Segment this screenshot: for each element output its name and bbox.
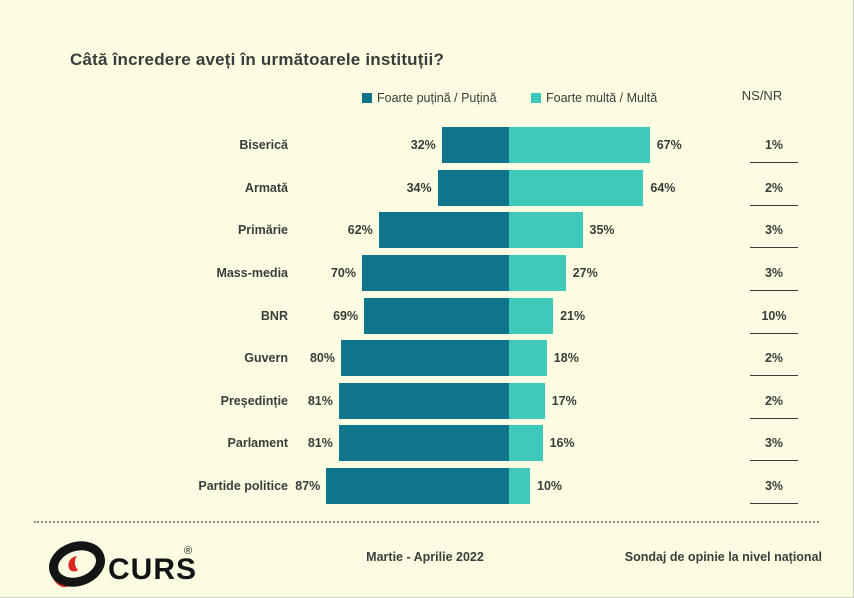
nsnr-underline — [750, 289, 798, 291]
positive-bar — [509, 297, 554, 334]
negative-bar — [338, 425, 509, 462]
positive-value-label: 35% — [589, 223, 615, 238]
nsnr-value: 10% — [761, 308, 787, 323]
positive-value-label: 10% — [537, 478, 563, 493]
negative-bar — [338, 382, 509, 419]
chart-row: Primărie 62% 35% 3% — [0, 212, 853, 249]
nsnr-value: 2% — [764, 351, 784, 366]
logo-black-ring — [49, 541, 105, 587]
positive-bar — [509, 425, 543, 462]
negative-bar — [341, 340, 509, 377]
negative-value-label: 69% — [333, 308, 359, 323]
nsnr-underline — [750, 460, 798, 462]
curs-logo: CURS ® — [46, 540, 196, 597]
nsnr-underline — [750, 162, 798, 164]
positive-bar — [509, 382, 545, 419]
nsnr-value: 3% — [764, 478, 784, 493]
positive-bar — [509, 467, 530, 504]
chart-row: Biserică 32% 67% 1% — [0, 127, 853, 164]
positive-value-label: 27% — [572, 265, 598, 280]
legend-swatch-positive-icon — [531, 93, 541, 103]
negative-bar — [364, 297, 509, 334]
negative-value-label: 81% — [307, 436, 333, 451]
nsnr-value: 3% — [764, 436, 784, 451]
chart-row: Președinție 81% 17% 2% — [0, 382, 853, 419]
category-label: Guvern — [244, 351, 288, 366]
legend-label-positive: Foarte multă / Multă — [546, 91, 658, 105]
positive-value-label: 18% — [553, 351, 579, 366]
positive-bar — [509, 169, 644, 206]
category-label: Parlament — [227, 436, 288, 451]
legend-swatch-negative-icon — [362, 93, 372, 103]
legend-label-negative: Foarte puțină / Puțină — [377, 91, 497, 105]
chart-area: Biserică 32% 67% 1% Armată 34% 64% 2% Primărie 62… — [0, 127, 853, 504]
chart-row: BNR 69% 21% 10% — [0, 297, 853, 334]
chart-row: Guvern 80% 18% 2% — [0, 340, 853, 377]
positive-value-label: 64% — [650, 180, 676, 195]
chart-row: Parlament 81% 16% 3% — [0, 425, 853, 462]
footer-period: Martie - Aprilie 2022 — [366, 550, 484, 564]
negative-bar — [441, 127, 509, 164]
positive-bar — [509, 254, 566, 291]
category-label: Partide politice — [198, 478, 288, 493]
nsnr-underline — [750, 332, 798, 334]
nsnr-value: 3% — [764, 265, 784, 280]
positive-value-label: 21% — [560, 308, 586, 323]
positive-value-label: 17% — [551, 393, 577, 408]
nsnr-value: 1% — [764, 138, 784, 153]
negative-value-label: 34% — [406, 180, 432, 195]
nsnr-value: 2% — [764, 180, 784, 195]
positive-bar — [509, 212, 583, 249]
positive-bar — [509, 127, 650, 164]
nsnr-underline — [750, 247, 798, 249]
page-title: Câtă încredere aveți în următoarele inst… — [70, 50, 445, 69]
negative-bar — [326, 467, 509, 504]
category-label: Primărie — [237, 223, 288, 238]
negative-value-label: 32% — [410, 138, 436, 153]
negative-bar — [362, 254, 509, 291]
chart-row: Partide politice 87% 10% 3% — [0, 467, 853, 504]
negative-value-label: 62% — [347, 223, 373, 238]
nsnr-underline — [750, 502, 798, 504]
curs-logo-graphic: CURS ® — [49, 541, 196, 588]
legend-item-negative: Foarte puțină / Puțină — [362, 91, 497, 105]
nsnr-value: 3% — [764, 223, 784, 238]
category-label: Biserică — [239, 138, 288, 153]
negative-bar — [437, 169, 509, 206]
logo-registered-mark: ® — [184, 545, 192, 557]
logo-red-eye — [68, 556, 78, 572]
chart-row: Armată 34% 64% 2% — [0, 169, 853, 206]
category-label: BNR — [260, 308, 288, 323]
nsnr-underline — [750, 417, 798, 419]
footer-note: Sondaj de opinie la nivel național — [624, 550, 822, 564]
chart-row: Mass-media 70% 27% 3% — [0, 254, 853, 291]
nsnr-value: 2% — [764, 393, 784, 408]
positive-value-label: 16% — [549, 436, 575, 451]
legend-item-positive: Foarte multă / Multă — [531, 91, 657, 105]
category-label: Armată — [244, 180, 288, 195]
positive-bar — [509, 340, 547, 377]
category-label: Mass-media — [216, 265, 288, 280]
negative-value-label: 70% — [330, 265, 356, 280]
logo-wordmark: CURS — [108, 553, 196, 586]
negative-value-label: 80% — [309, 351, 335, 366]
nsnr-underline — [750, 375, 798, 377]
negative-bar — [378, 212, 509, 249]
positive-value-label: 67% — [656, 138, 682, 153]
negative-value-label: 81% — [307, 393, 333, 408]
dotted-separator — [34, 521, 819, 523]
negative-value-label: 87% — [295, 478, 321, 493]
nsnr-column-header: NS/NR — [741, 88, 783, 103]
nsnr-underline — [750, 204, 798, 206]
category-label: Președinție — [220, 393, 288, 408]
